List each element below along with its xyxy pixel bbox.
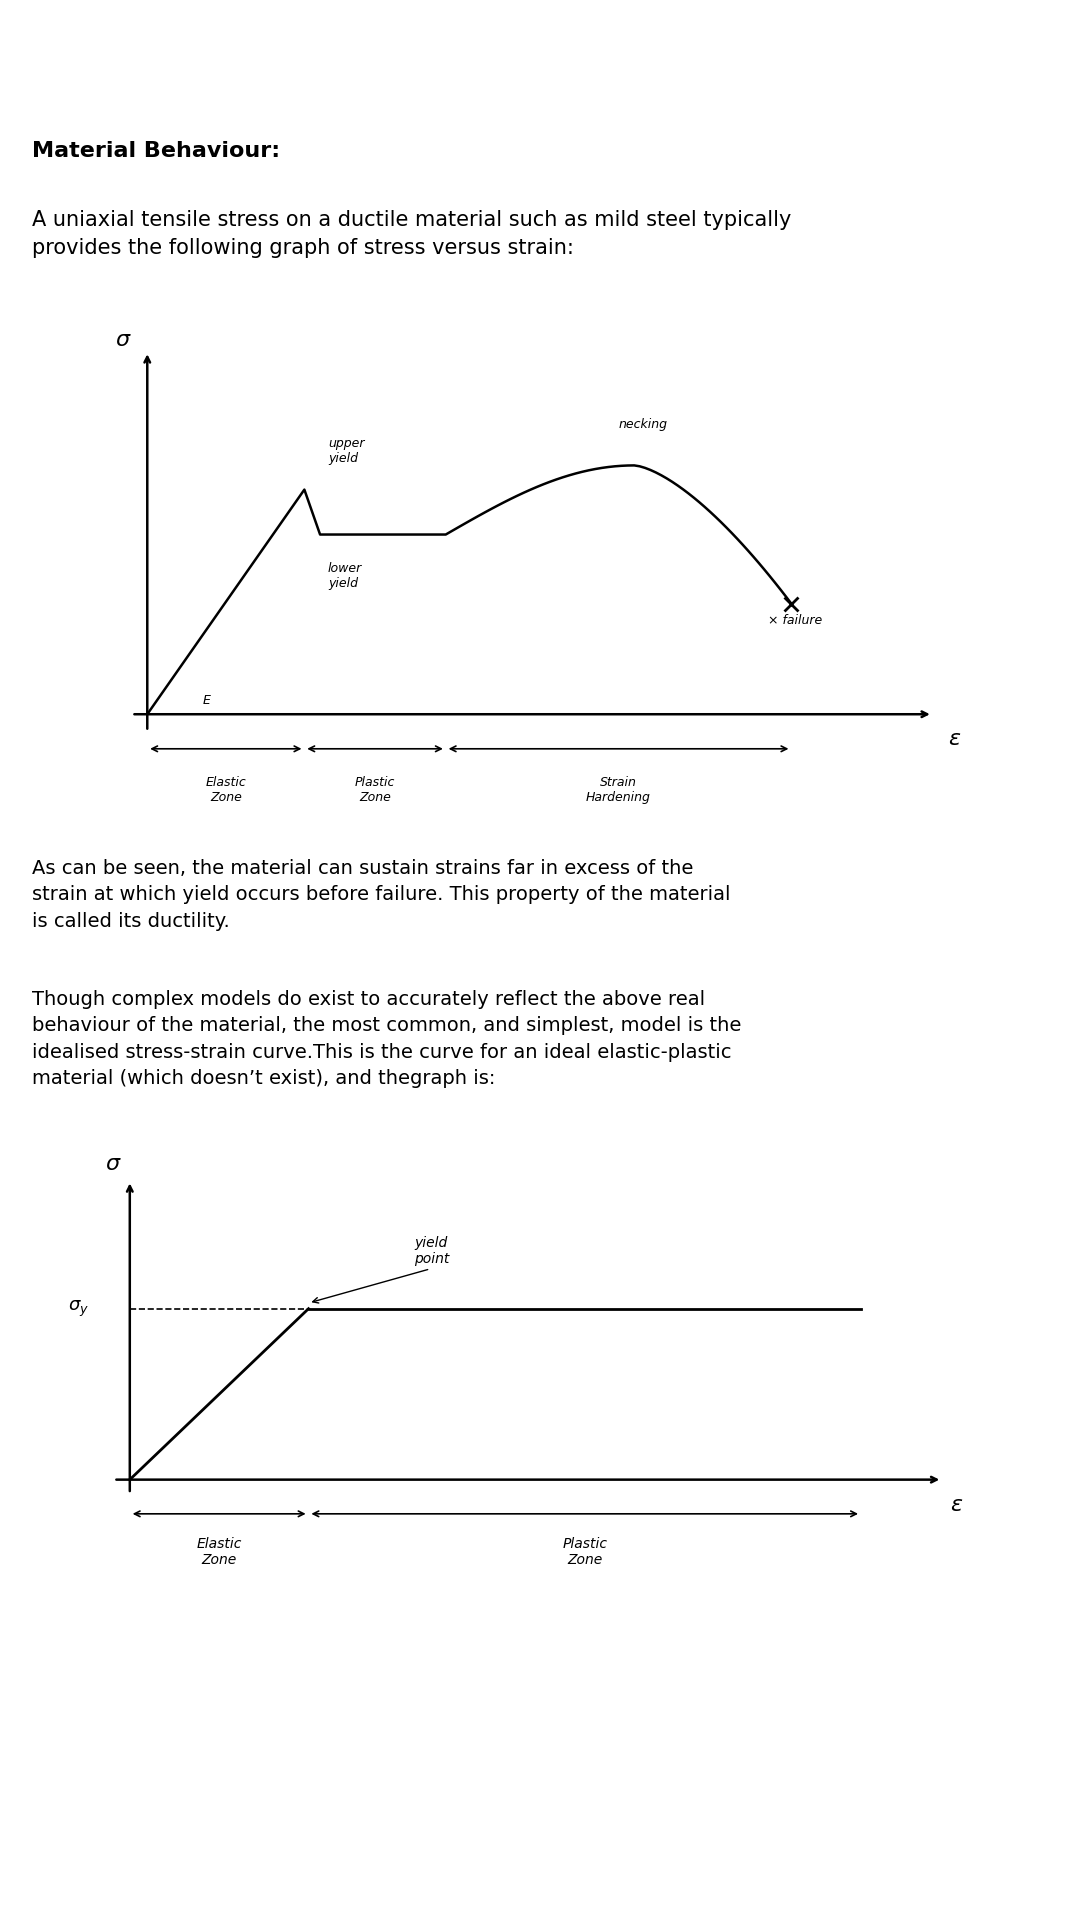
Text: × failure: × failure [768, 614, 822, 628]
Text: Development of Plastic Analysis: Development of Plastic Analysis [32, 35, 735, 71]
Text: $\sigma_y$: $\sigma_y$ [68, 1298, 90, 1319]
Text: $\varepsilon$: $\varepsilon$ [948, 728, 961, 751]
Text: $\varepsilon$: $\varepsilon$ [950, 1494, 963, 1517]
Text: E: E [202, 695, 211, 707]
Text: lower
yield: lower yield [328, 563, 362, 589]
Text: upper
yield: upper yield [328, 438, 364, 465]
Text: yield
point: yield point [414, 1236, 449, 1265]
Text: $\sigma$: $\sigma$ [116, 330, 132, 351]
Text: A uniaxial tensile stress on a ductile material such as mild steel typically
pro: A uniaxial tensile stress on a ductile m… [32, 211, 792, 259]
Text: Elastic
Zone: Elastic Zone [205, 776, 246, 804]
Text: Plastic
Zone: Plastic Zone [355, 776, 395, 804]
Text: Plastic
Zone: Plastic Zone [563, 1536, 607, 1567]
Text: Though complex models do exist to accurately reflect the above real
behaviour of: Though complex models do exist to accura… [32, 989, 742, 1089]
Text: Strain
Hardening: Strain Hardening [586, 776, 651, 804]
Text: Elastic
Zone: Elastic Zone [197, 1536, 242, 1567]
Text: necking: necking [619, 419, 667, 430]
Text: Material Behaviour:: Material Behaviour: [32, 142, 281, 161]
Text: As can be seen, the material can sustain strains far in excess of the
strain at : As can be seen, the material can sustain… [32, 858, 731, 931]
Text: $\sigma$: $\sigma$ [105, 1152, 122, 1175]
